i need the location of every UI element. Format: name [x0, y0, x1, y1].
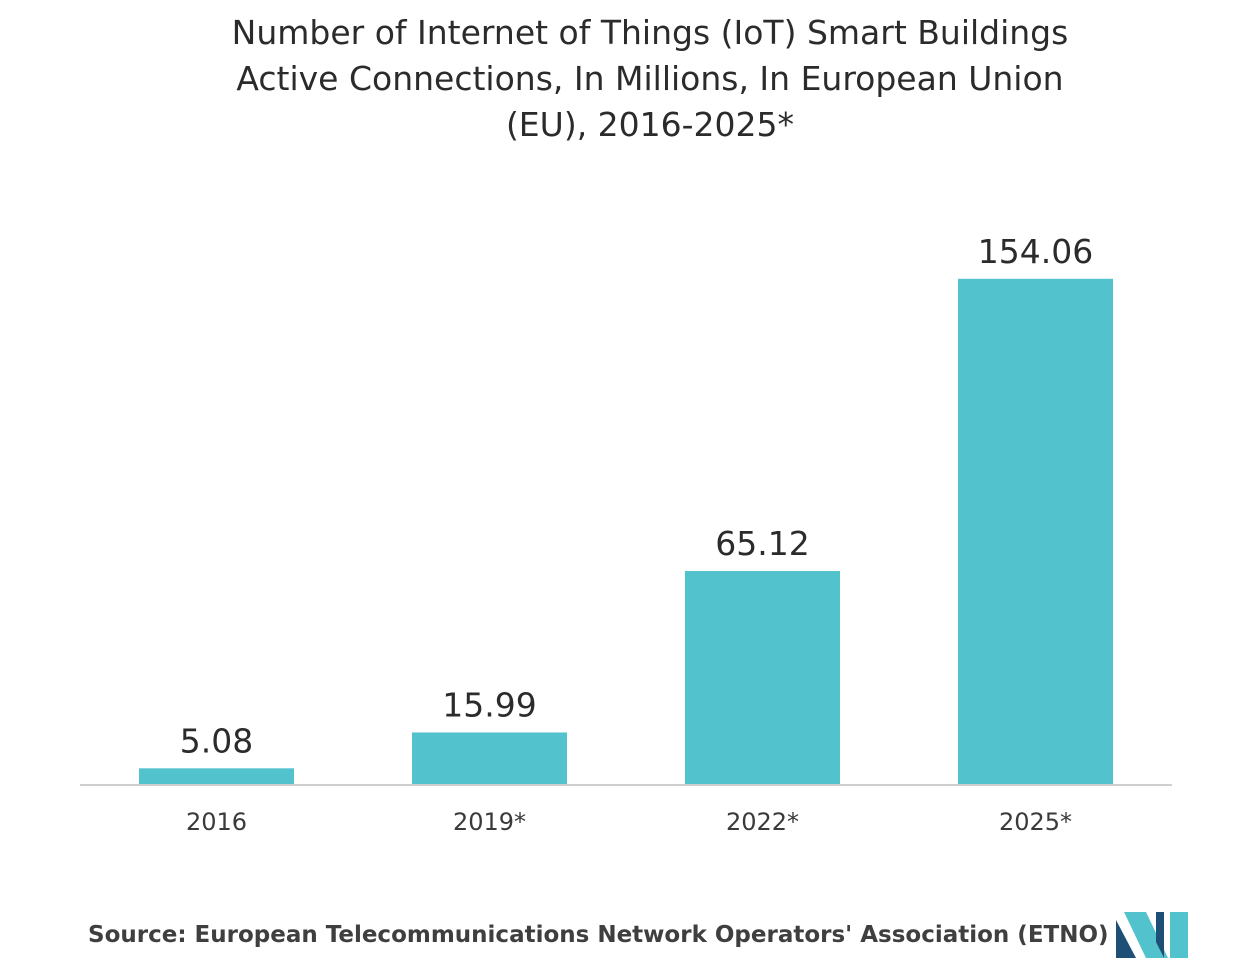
chart-title-line-2: Active Connections, In Millions, In Euro…: [236, 59, 1064, 98]
data-label-0: 5.08: [180, 721, 253, 760]
bar-2: [685, 571, 840, 785]
x-tick-label-3: 2025*: [999, 808, 1072, 836]
bar-3: [958, 278, 1113, 785]
bar-1: [412, 732, 567, 785]
mordor-intelligence-logo-icon: [1116, 912, 1188, 958]
data-label-2: 65.12: [715, 524, 809, 563]
bar-0: [139, 768, 294, 785]
data-label-3: 154.06: [978, 232, 1093, 271]
data-label-1: 15.99: [442, 685, 536, 724]
x-tick-label-2: 2022*: [726, 808, 799, 836]
chart-title-line-3: (EU), 2016-2025*: [505, 105, 795, 144]
source-note: Source: European Telecommunications Netw…: [88, 922, 1109, 948]
chart-title: Number of Internet of Things (IoT) Smart…: [120, 10, 1180, 148]
bar-chart: 5.08 2016 15.99 2019* 65.12 2022* 154.06 2025*: [80, 232, 1172, 836]
chart-title-line-1: Number of Internet of Things (IoT) Smart…: [231, 13, 1069, 52]
x-tick-label-1: 2019*: [453, 808, 526, 836]
x-tick-label-0: 2016: [186, 808, 247, 836]
